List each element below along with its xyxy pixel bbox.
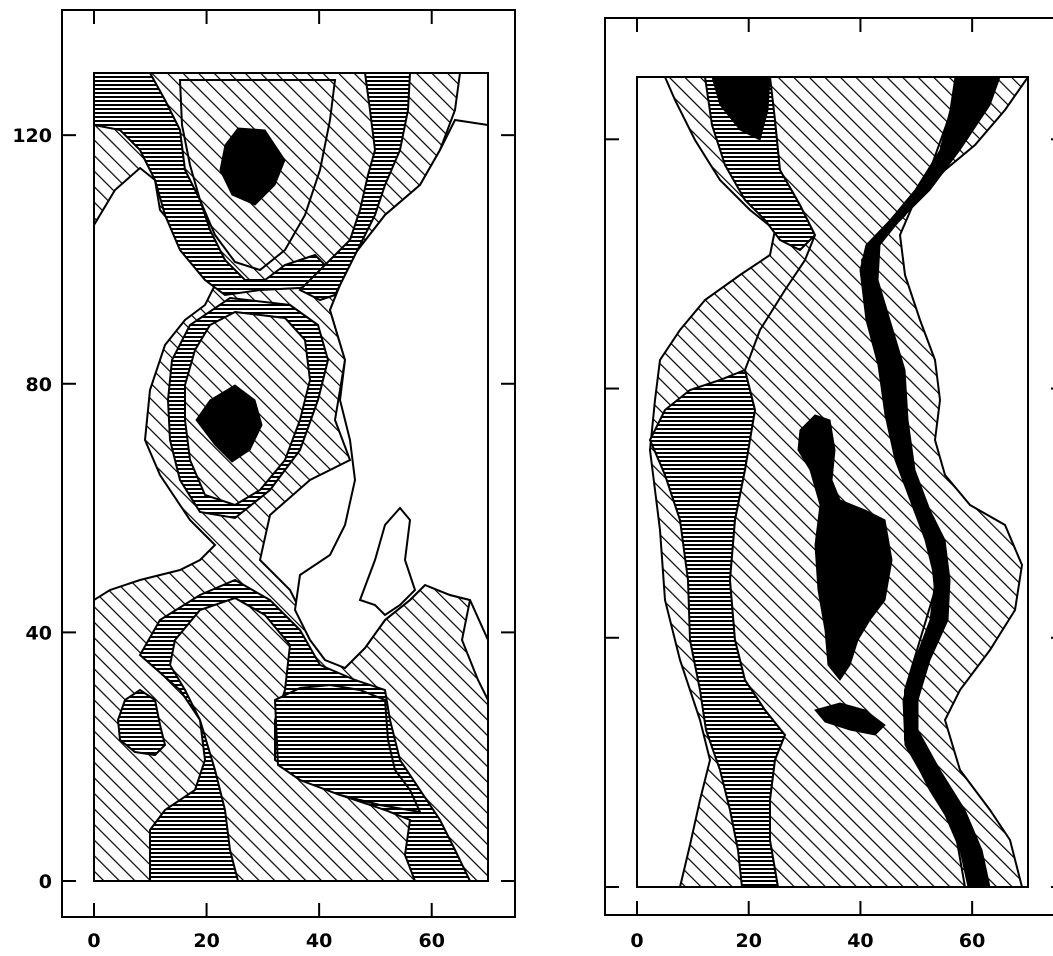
right-panel: 0 20 40 60: [604, 17, 1053, 952]
right-solid-blob-lower: [814, 702, 886, 736]
left-plot-border: [93, 72, 489, 882]
left-solid-core-middle: [195, 384, 263, 463]
right-contour-plot: [648, 77, 1028, 887]
right-x-tick-label-2: 40: [847, 930, 873, 952]
left-y-tick-label-3: 120: [12, 125, 52, 147]
left-horizontal-region-top-left: [94, 73, 332, 297]
left-axes: 0 20 40 60 0 40 80 120: [12, 10, 515, 952]
left-white-region-right: [293, 118, 488, 670]
right-solid-band-right: [859, 77, 1001, 887]
left-x-tick-label-2: 40: [306, 930, 332, 952]
left-panel-frame: [61, 9, 516, 918]
left-y-tick-label-0: 0: [39, 871, 52, 893]
left-horizontal-blob-small: [116, 688, 167, 757]
left-diagonal-island-bottom: [168, 596, 417, 881]
left-solid-core-top: [219, 127, 286, 206]
left-panel: 0 20 40 60 0 40 80 120: [12, 9, 516, 952]
right-x-tick-label-3: 60: [959, 930, 985, 952]
left-white-region-spike: [358, 506, 417, 617]
left-x-tick-label-0: 0: [87, 930, 100, 952]
right-x-tick-label-0: 0: [630, 930, 643, 952]
left-horizontal-region-top-right: [298, 73, 412, 302]
left-horizontal-region-bottom-inner: [273, 683, 422, 814]
right-solid-sliver-top: [711, 77, 771, 141]
right-x-tick-label-1: 20: [735, 930, 761, 952]
left-contour-plot: [94, 73, 488, 881]
left-white-region-upper: [94, 166, 217, 602]
right-solid-blob-center: [797, 414, 893, 681]
left-x-tick-label-1: 20: [193, 930, 219, 952]
right-plot-border: [636, 76, 1029, 888]
right-axes: 0 20 40 60: [605, 18, 1053, 952]
right-panel-frame: [604, 17, 1053, 916]
left-y-tick-label-2: 80: [26, 374, 52, 396]
left-y-tick-label-1: 40: [26, 622, 52, 644]
left-x-tick-label-3: 60: [418, 930, 444, 952]
